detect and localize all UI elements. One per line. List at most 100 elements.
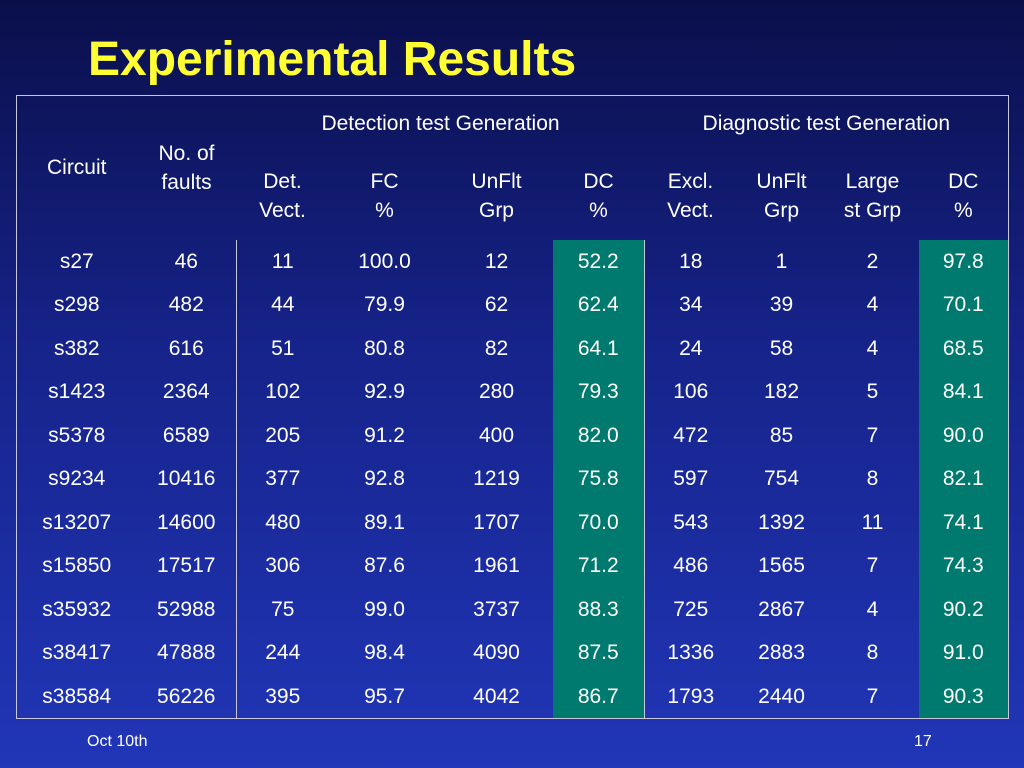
cell-excl-vect: 725 (644, 587, 737, 631)
cell-circuit: s38417 (42, 641, 112, 665)
cell-excl-vect: 1793 (644, 674, 737, 718)
cell-dc-2: 84.1 (918, 370, 1009, 414)
cell-fc: 79.9 (364, 293, 405, 317)
table-row: s27 46 11 100.0 12 52.2 18 1 2 97.8 (17, 239, 1009, 283)
cell-dc-2: 74.1 (918, 500, 1009, 544)
cell-det-vect: 205 (236, 413, 329, 457)
header-det-vect: Det. Vect. (237, 152, 329, 240)
cell-dc: 52.2 (552, 239, 645, 283)
cell-unflt-grp: 400 (478, 423, 515, 447)
cell-circuit: s38584 (42, 684, 112, 708)
header-largest-grp-line2: st Grp (843, 198, 902, 222)
header-fc: FC % (329, 152, 441, 240)
cell-excl-vect: 18 (644, 239, 737, 283)
cell-largest-grp: 8 (866, 641, 879, 665)
cell-dc-2: 90.2 (918, 587, 1009, 631)
cell-unflt-grp: 62 (484, 293, 509, 317)
cell-excl-vect: 24 (644, 326, 737, 370)
header-dc-line2: % (589, 198, 608, 222)
cell-circuit: s15850 (42, 554, 112, 578)
cell-excl-vect: 106 (644, 370, 737, 414)
cell-dc: 88.3 (552, 587, 645, 631)
table-row: s9234 10416 377 92.8 1219 75.8 597 754 8 82.1 (17, 457, 1009, 501)
header-detection-group: Detection test Generation (237, 96, 645, 152)
cell-unflt-grp: 12 (484, 249, 509, 273)
cell-det-vect: 244 (236, 631, 329, 675)
cell-excl-vect: 597 (644, 457, 737, 501)
cell-faults: 14600 (157, 510, 216, 534)
cell-circuit: s298 (53, 293, 100, 317)
cell-fc: 80.8 (364, 336, 405, 360)
cell-fc: 98.4 (364, 641, 405, 665)
cell-faults: 52988 (157, 597, 216, 621)
cell-fc: 99.0 (364, 597, 405, 621)
header-dc-2: DC % (919, 152, 1009, 240)
cell-fc: 87.6 (364, 554, 405, 578)
cell-det-vect: 480 (236, 500, 329, 544)
header-unflt-grp: UnFlt Grp (441, 152, 553, 240)
cell-faults: 46 (174, 249, 198, 273)
header-dc-2-line2: % (953, 198, 973, 222)
cell-unflt-grp-2: 1392 (758, 510, 805, 534)
cell-fc: 92.9 (364, 380, 405, 404)
cell-unflt-grp: 4090 (473, 641, 520, 665)
cell-det-vect: 44 (236, 283, 329, 327)
cell-dc: 71.2 (552, 544, 645, 588)
header-fc-line1: FC (370, 169, 399, 193)
cell-faults: 6589 (162, 423, 210, 447)
cell-fc: 100.0 (358, 249, 411, 273)
header-faults-line2: faults (161, 170, 212, 194)
header-faults: No. of faults (137, 96, 237, 240)
header-fc-line2: % (375, 198, 394, 222)
cell-largest-grp: 4 (866, 336, 879, 360)
table-row: s15850 17517 306 87.6 1961 71.2 486 1565 7 74.3 (17, 544, 1009, 588)
header-faults-line1: No. of (158, 141, 215, 165)
table-row: s38417 47888 244 98.4 4090 87.5 1336 2883 8 91.0 (17, 631, 1009, 675)
cell-dc: 75.8 (552, 457, 645, 501)
page-number: 17 (914, 733, 932, 750)
header-unflt-grp-line2: Grp (478, 198, 514, 222)
cell-faults: 616 (168, 336, 204, 360)
cell-excl-vect: 34 (644, 283, 737, 327)
cell-dc-2: 70.1 (918, 283, 1009, 327)
header-diagnostic-group: Diagnostic test Generation (645, 96, 1009, 152)
cell-faults: 56226 (157, 684, 216, 708)
cell-det-vect: 75 (236, 587, 329, 631)
cell-dc: 87.5 (552, 631, 645, 675)
cell-excl-vect: 1336 (644, 631, 737, 675)
table-row: s13207 14600 480 89.1 1707 70.0 543 1392 11 74.1 (17, 500, 1009, 544)
table-row: s35932 52988 75 99.0 3737 88.3 725 2867 4 90.2 (17, 587, 1009, 631)
cell-unflt-grp: 4042 (473, 684, 520, 708)
cell-circuit: s5378 (48, 423, 106, 447)
table-row: s1423 2364 102 92.9 280 79.3 106 182 5 84.1 (17, 370, 1009, 414)
cell-circuit: s35932 (42, 597, 112, 621)
header-excl-vect: Excl. Vect. (645, 152, 737, 240)
cell-unflt-grp: 1219 (473, 467, 520, 491)
results-body: s27 46 11 100.0 12 52.2 18 1 2 97.8 s298 482 44 79.9 6… (17, 239, 1009, 718)
header-unflt-grp-2: UnFlt Grp (737, 152, 827, 240)
cell-det-vect: 11 (236, 239, 329, 283)
results-table: Circuit No. of faults Detection test Gen… (16, 95, 1010, 719)
cell-det-vect: 395 (236, 674, 329, 718)
header-unflt-grp-2-line1: UnFlt (756, 169, 807, 193)
cell-dc-2: 91.0 (918, 631, 1009, 675)
cell-dc-2: 74.3 (918, 544, 1009, 588)
cell-unflt-grp-2: 2440 (758, 684, 805, 708)
cell-unflt-grp-2: 85 (769, 423, 794, 447)
header-largest-grp-line1: Large (845, 169, 900, 193)
table-row: s5378 6589 205 91.2 400 82.0 472 85 7 90.0 (17, 413, 1009, 457)
header-det-vect-line2: Vect. (259, 198, 306, 222)
header-dc-2-line1: DC (948, 169, 979, 193)
cell-fc: 92.8 (364, 467, 405, 491)
cell-largest-grp: 4 (866, 293, 879, 317)
cell-unflt-grp: 1961 (473, 554, 520, 578)
cell-dc: 62.4 (552, 283, 645, 327)
cell-largest-grp: 2 (866, 249, 879, 273)
cell-excl-vect: 486 (644, 544, 737, 588)
cell-fc: 91.2 (364, 423, 405, 447)
header-det-vect-line1: Det. (263, 169, 302, 193)
cell-dc-2: 97.8 (918, 239, 1009, 283)
table-row: s298 482 44 79.9 62 62.4 34 39 4 70.1 (17, 283, 1009, 327)
cell-largest-grp: 5 (866, 380, 879, 404)
cell-dc-2: 68.5 (918, 326, 1009, 370)
